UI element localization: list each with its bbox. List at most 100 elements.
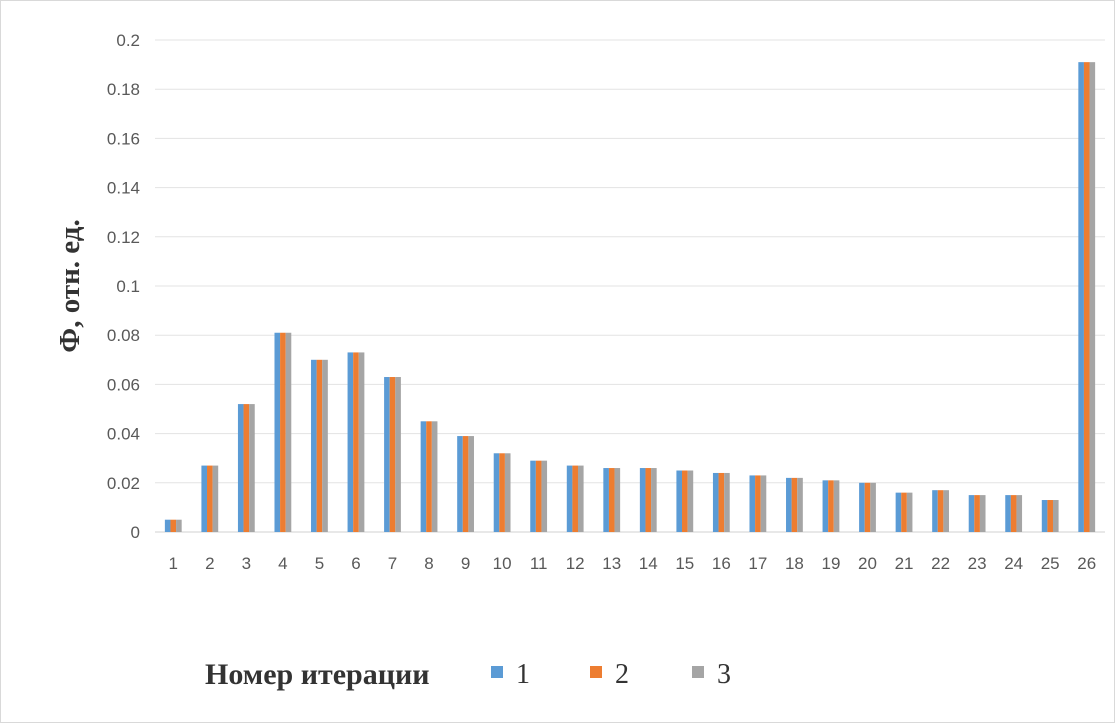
bar-series-3-cat-17	[760, 475, 767, 532]
bar-series-2-cat-25	[1047, 500, 1053, 532]
bar-series-3-cat-26	[1089, 62, 1096, 532]
bar-series-2-cat-23	[974, 495, 980, 532]
bar-series-1-cat-15	[676, 470, 683, 532]
x-tick-label: 14	[639, 554, 658, 573]
bar-series-1-cat-8	[420, 421, 427, 532]
bar-series-3-cat-20	[870, 482, 876, 532]
x-tick-label: 22	[931, 554, 950, 573]
bar-series-2-cat-19	[828, 480, 834, 532]
bar-series-1-cat-19	[822, 480, 829, 532]
x-tick-label: 25	[1041, 554, 1060, 573]
y-tick-label: 0.02	[107, 474, 140, 493]
x-tick-label: 4	[278, 554, 287, 573]
bar-series-3-cat-8	[431, 421, 438, 532]
bar-series-1-cat-1	[164, 519, 171, 532]
bar-series-2-cat-14	[645, 468, 652, 532]
bar-series-1-cat-5	[311, 359, 317, 532]
bar-series-3-cat-16	[724, 472, 730, 532]
bar-series-3-cat-19	[833, 480, 840, 532]
bar-series-3-cat-10	[504, 453, 511, 532]
y-tick-label: 0.1	[116, 277, 140, 296]
legend-swatch-3	[692, 666, 704, 678]
bar-series-2-cat-3	[243, 404, 250, 532]
x-tick-label: 17	[748, 554, 767, 573]
bar-series-3-cat-5	[322, 359, 328, 532]
bar-series-2-cat-6	[353, 352, 359, 532]
bar-series-3-cat-18	[797, 477, 803, 532]
bar-series-1-cat-18	[786, 477, 792, 532]
x-tick-label: 9	[461, 554, 470, 573]
legend-label-2: 2	[615, 659, 629, 690]
bar-series-1-cat-24	[1005, 495, 1011, 532]
x-tick-label: 20	[858, 554, 877, 573]
bar-series-1-cat-25	[1041, 500, 1048, 532]
bar-series-2-cat-24	[1010, 495, 1017, 532]
bar-series-2-cat-4	[280, 332, 286, 532]
bar-series-1-cat-16	[712, 472, 719, 532]
x-tick-label: 10	[493, 554, 512, 573]
bar-series-1-cat-7	[384, 377, 390, 532]
legend: Номер итерации 1 2 3	[205, 658, 731, 691]
bar-series-2-cat-13	[608, 468, 615, 532]
bar-series-2-cat-15	[682, 470, 688, 532]
bar-series-2-cat-8	[426, 421, 432, 532]
bar-series-3-cat-13	[614, 468, 621, 532]
bar-series-1-cat-17	[749, 475, 756, 532]
bar-series-3-cat-22	[943, 490, 949, 532]
bar-series-2-cat-16	[718, 472, 725, 532]
x-tick-label: 15	[675, 554, 694, 573]
bar-series-2-cat-22	[937, 490, 944, 532]
legend-swatch-1	[491, 666, 503, 678]
bar-series-3-cat-2	[212, 465, 219, 532]
bar-series-3-cat-7	[395, 377, 401, 532]
y-axis-ticks: 0 0.02 0.04 0.06 0.08 0.1 0.12 0.14 0.16 0.18 0.2	[107, 31, 140, 542]
x-tick-label: 21	[895, 554, 914, 573]
bar-series-1-cat-12	[566, 465, 573, 532]
x-tick-label: 12	[566, 554, 585, 573]
bar-series-3-cat-4	[285, 332, 292, 532]
bar-series-3-cat-9	[468, 436, 474, 532]
bar-series-3-cat-21	[906, 492, 913, 532]
x-tick-label: 8	[424, 554, 433, 573]
y-tick-label: 0.14	[107, 179, 140, 198]
bar-series-1-cat-10	[493, 453, 500, 532]
x-tick-label: 5	[315, 554, 324, 573]
bar-series-3-cat-25	[1052, 500, 1059, 532]
bar-series-3-cat-12	[577, 465, 584, 532]
y-tick-label: 0.04	[107, 425, 140, 444]
gridlines	[155, 39, 1105, 533]
bar-series-1-cat-9	[457, 436, 463, 532]
x-axis-label: Номер итерации	[205, 658, 430, 691]
bar-series-2-cat-5	[316, 359, 323, 532]
bar-series-1-cat-14	[639, 468, 646, 532]
bar-series-3-cat-24	[1016, 495, 1023, 532]
x-axis-ticks: 1 2 3 4 5 6 7 8 9 10 11 12 13 14 15 16 17 18 19 20 21 22 23 24 2…	[169, 554, 1097, 573]
y-tick-label: 0.18	[107, 80, 140, 99]
bar-series-2-cat-11	[535, 460, 542, 532]
bar-series-1-cat-21	[895, 492, 902, 532]
bar-series-3-cat-3	[249, 404, 255, 532]
bar-series-1-cat-4	[274, 332, 281, 532]
x-tick-label: 26	[1077, 554, 1096, 573]
legend-swatch-2	[590, 666, 602, 678]
legend-label-3: 3	[717, 659, 731, 690]
y-tick-label: 0.2	[116, 31, 140, 50]
bar-series-1-cat-22	[932, 490, 938, 532]
bar-series-2-cat-10	[499, 453, 505, 532]
bar-series-3-cat-1	[176, 519, 182, 532]
bar-series-2-cat-21	[901, 492, 907, 532]
x-tick-label: 6	[351, 554, 360, 573]
bar-series-2-cat-7	[389, 377, 396, 532]
bar-series-1-cat-3	[237, 404, 244, 532]
x-tick-label: 18	[785, 554, 804, 573]
bar-series-1-cat-11	[530, 460, 536, 532]
bars	[164, 62, 1096, 532]
x-tick-label: 19	[822, 554, 841, 573]
x-tick-label: 3	[242, 554, 251, 573]
bar-series-1-cat-13	[603, 468, 609, 532]
x-tick-label: 2	[205, 554, 214, 573]
bar-series-1-cat-26	[1078, 62, 1084, 532]
bar-series-1-cat-20	[859, 482, 865, 532]
